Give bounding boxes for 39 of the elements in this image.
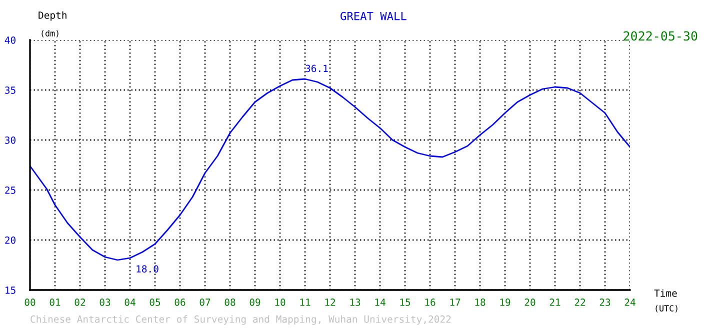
- x-tick-label: 11: [300, 298, 310, 306]
- y-tick-label: 20: [5, 236, 16, 244]
- x-tick-label: 03: [100, 298, 110, 306]
- annotation: 36.1: [306, 64, 328, 72]
- x-tick-label: 00: [24, 298, 36, 306]
- text: Chinese Antarctic Center of Surveying and Mapping, Wuhan University,2022: [30, 315, 451, 325]
- y-axis-title: Depth (dm): [38, 11, 66, 38]
- x-tick-label: 13: [350, 298, 360, 306]
- x-tick-label: 01: [50, 298, 60, 306]
- y-tick-label: 25: [5, 186, 16, 194]
- x-tick-label: 19: [500, 298, 510, 306]
- x-tick-label: 23: [600, 298, 610, 306]
- x-tick-label: 10: [275, 298, 286, 306]
- y-tick-label: 30: [5, 136, 16, 144]
- x-tick-label: 20: [524, 298, 536, 306]
- y-tick-label: 35: [5, 86, 16, 94]
- x-tick-label: 07: [200, 298, 210, 306]
- x-tick-label: 22: [574, 298, 586, 306]
- x-tick-label: 05: [150, 298, 160, 306]
- y-tick-label: 40: [4, 36, 16, 44]
- x-tick-label: 04: [124, 298, 136, 306]
- x-tick-label: 09: [250, 298, 260, 306]
- x-tick-label: 21: [550, 298, 560, 306]
- x-tick-label: 17: [450, 298, 460, 306]
- x-tick-label: 06: [174, 298, 186, 306]
- text: 2022-05-30: [624, 31, 698, 41]
- x-tick-label: 12: [325, 298, 336, 306]
- x-tick-label: 16: [425, 298, 436, 306]
- line-series: [30, 78, 630, 261]
- annotation: 18.0: [136, 265, 158, 273]
- x-tick-label: 24: [624, 298, 636, 306]
- x-tick-label: 18: [475, 298, 486, 306]
- x-axis-title: Time (UTC): [654, 289, 678, 312]
- x-tick-label: 02: [74, 298, 86, 306]
- y-tick-label: 15: [6, 286, 16, 294]
- x-tick-label: 14: [375, 298, 386, 306]
- x-tick-label: 08: [224, 298, 236, 306]
- x-tick-label: 15: [400, 298, 410, 306]
- chart-title: GREAT WALL: [340, 12, 406, 20]
